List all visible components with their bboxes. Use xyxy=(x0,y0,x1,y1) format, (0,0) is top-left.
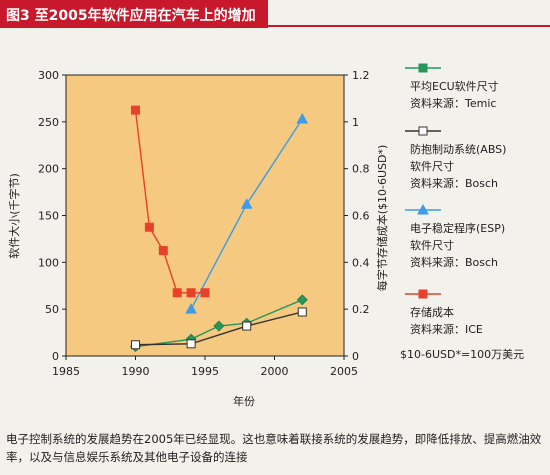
x-axis: 1985 1990 1995 2000 2005 xyxy=(52,356,358,378)
legend-label-cost: 存储成本 xyxy=(410,305,454,319)
legend-marker-ecu xyxy=(418,63,428,73)
y-tick-label-right: 0 xyxy=(352,350,359,363)
figure-title-box: 图3 至2005年软件应用在汽车上的增加 xyxy=(0,0,268,28)
figure-caption: 电子控制系统的发展趋势在2005年已经显现。这也意味着联接系统的发展趋势，即降低… xyxy=(6,432,542,464)
y-tick-label-left: 50 xyxy=(45,303,59,316)
abs-data-point xyxy=(242,321,252,331)
cost-data-point xyxy=(200,288,210,298)
abs-series-line xyxy=(135,311,303,346)
y-tick-label-right: 0.8 xyxy=(352,163,370,176)
cost-data-point xyxy=(172,288,182,298)
legend-marker-abs xyxy=(418,126,428,136)
footnote: $10-6USD*=100万美元 xyxy=(400,348,524,361)
x-tick-label: 1985 xyxy=(52,365,80,378)
chart: 1985 1990 1995 2000 2005 050100150200250300 … xyxy=(7,63,524,408)
y-tick-label-left: 0 xyxy=(52,350,59,363)
ecu-data-point xyxy=(296,294,308,306)
x-tick-label: 2000 xyxy=(261,365,289,378)
cost-data-point xyxy=(131,105,140,115)
y-axis-right-title: 每字节存储成本($10-6USD*) xyxy=(375,145,389,292)
abs-data-point xyxy=(297,307,307,317)
y-tick-label-left: 200 xyxy=(38,163,59,176)
y-tick-label-right: 0.4 xyxy=(352,256,370,269)
figure-title: 图3 至2005年软件应用在汽车上的增加 xyxy=(6,8,256,24)
x-axis-title: 年份 xyxy=(233,394,255,408)
legend-label-ecu: 平均ECU软件尺寸 xyxy=(410,79,499,93)
legend-source-esp: 资料来源：Bosch xyxy=(410,255,498,269)
x-tick-label: 1995 xyxy=(191,365,219,378)
y-tick-label-right: 1.2 xyxy=(352,69,370,82)
ecu-data-point xyxy=(213,320,225,332)
legend-label-abs: 防抱制动系统(ABS) xyxy=(410,142,506,156)
legend-label-esp: 电子稳定程序(ESP) xyxy=(410,221,505,235)
legend-marker-cost xyxy=(418,289,428,299)
abs-data-point xyxy=(186,339,196,349)
cost-data-point xyxy=(144,222,154,232)
y-tick-label-left: 250 xyxy=(38,116,59,129)
series-layer xyxy=(130,105,309,353)
legend-source-cost: 资料来源：ICE xyxy=(410,322,483,336)
cost-data-point xyxy=(186,288,196,298)
esp-data-point xyxy=(185,303,197,314)
legend-label-esp: 软件尺寸 xyxy=(410,238,454,252)
y-tick-label-left: 100 xyxy=(38,256,59,269)
legend-label-abs: 软件尺寸 xyxy=(410,159,454,173)
y-tick-label-right: 0.6 xyxy=(352,210,370,223)
y-tick-label-right: 0.2 xyxy=(352,303,370,316)
y-tick-label-right: 1 xyxy=(352,116,359,129)
legend-source-ecu: 资料来源：Temic xyxy=(410,96,496,110)
y-tick-label-left: 150 xyxy=(38,210,59,223)
cost-data-point xyxy=(158,246,168,256)
esp-data-point xyxy=(296,112,309,124)
esp-data-point xyxy=(240,198,253,209)
y-axis-left: 0 50 100 150 200 250 300 xyxy=(38,69,66,363)
x-tick-label: 2005 xyxy=(330,365,358,378)
legend-source-abs: 资料来源：Bosch xyxy=(410,176,498,190)
y-axis-right: 0 0.2 0.4 0.6 0.8 1 1.2 xyxy=(344,69,370,363)
x-tick-label: 1990 xyxy=(122,365,150,378)
y-axis-left-title: 软件大小(千字节) xyxy=(7,173,21,259)
legend: 平均ECU软件尺寸资料来源：Temic防抱制动系统(ABS)软件尺寸资料来源：B… xyxy=(405,63,506,336)
abs-data-point xyxy=(131,340,140,350)
header-rule xyxy=(268,25,550,27)
figure-header: 图3 至2005年软件应用在汽车上的增加 xyxy=(0,0,550,28)
y-tick-label-left: 300 xyxy=(38,69,59,82)
legend-marker-esp xyxy=(417,203,429,215)
